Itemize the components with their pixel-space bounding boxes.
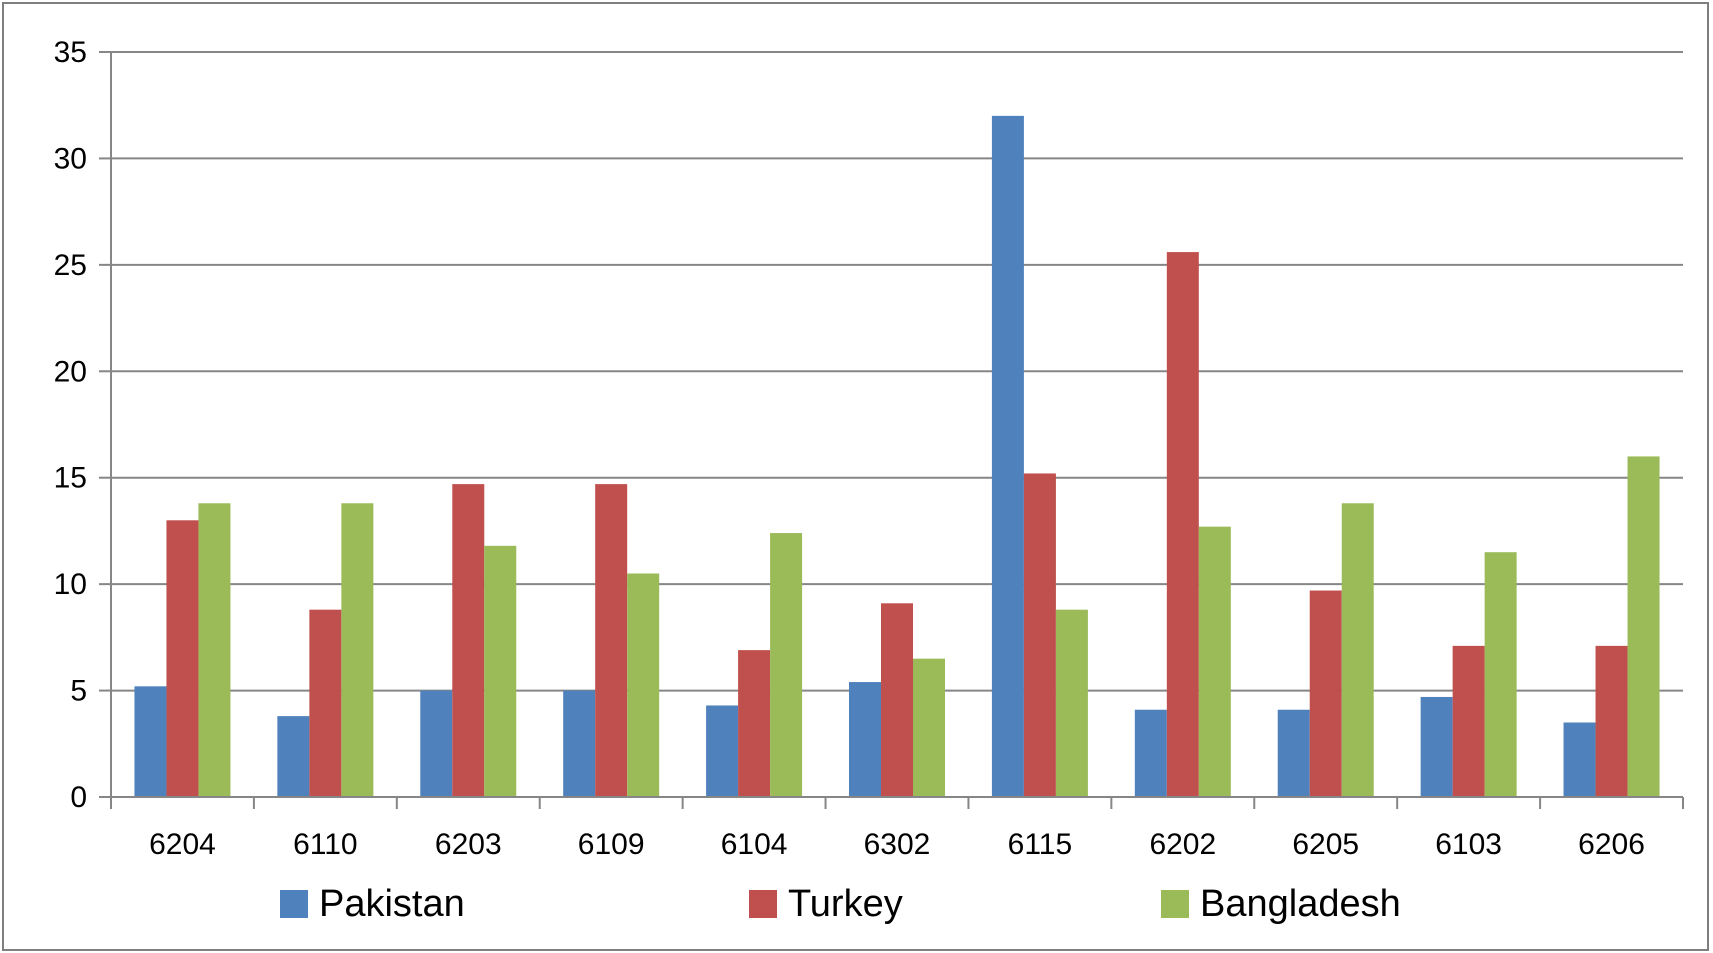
bar-pakistan-6203 (420, 690, 453, 797)
x-tick-label: 6205 (1292, 828, 1359, 861)
x-tick-label: 6109 (578, 828, 645, 861)
bars (134, 115, 1660, 798)
y-tick-label: 35 (54, 36, 87, 69)
x-tick-label: 6104 (721, 828, 788, 861)
bar-pakistan-6109 (563, 690, 596, 797)
bar-pakistan-6110 (277, 716, 310, 797)
y-tick-label: 5 (70, 675, 87, 708)
bar-turkey-6202 (1166, 252, 1199, 798)
bar-bangladesh-6204 (198, 503, 231, 797)
legend-label-pakistan: Pakistan (319, 883, 465, 925)
legend-label-bangladesh: Bangladesh (1200, 883, 1401, 925)
bar-turkey-6115 (1023, 473, 1056, 797)
legend-label-turkey: Turkey (788, 883, 903, 925)
y-tick-label: 25 (54, 249, 87, 282)
bar-pakistan-6202 (1134, 709, 1167, 797)
bar-turkey-6302 (881, 603, 913, 797)
bar-bangladesh-6302 (913, 658, 945, 797)
axes (99, 51, 1684, 809)
x-tick-label: 6204 (149, 828, 216, 861)
legend-swatch-turkey (749, 890, 777, 918)
bar-pakistan-6104 (706, 705, 739, 797)
bar-pakistan-6206 (1563, 722, 1596, 797)
bar-turkey-6104 (738, 650, 771, 797)
bar-bangladesh-6104 (770, 533, 803, 797)
bar-bangladesh-6103 (1484, 552, 1517, 797)
bar-bangladesh-6206 (1627, 456, 1660, 797)
legend-swatch-bangladesh (1161, 890, 1189, 918)
bar-pakistan-6302 (849, 682, 881, 797)
bar-turkey-6205 (1309, 590, 1342, 797)
bar-pakistan-6103 (1420, 696, 1453, 797)
y-tick-label: 10 (54, 568, 87, 601)
x-tick-label: 6110 (293, 828, 358, 861)
legend-swatch-pakistan (280, 890, 308, 918)
tick-labels: 0 5 10 15 20 25 30 35 6204 6110 6203 6109 6104 6302 61… (54, 36, 1645, 861)
x-tick-label: 6202 (1149, 828, 1216, 861)
bar-turkey-6109 (595, 484, 628, 797)
x-tick-label: 6206 (1578, 828, 1645, 861)
bar-bangladesh-6109 (627, 573, 660, 797)
bar-turkey-6110 (309, 609, 342, 797)
bar-turkey-6203 (452, 484, 485, 797)
bar-bangladesh-6115 (1055, 609, 1088, 797)
bar-pakistan-6204 (134, 686, 167, 797)
x-tick-label: 6302 (864, 828, 931, 861)
bar-bangladesh-6202 (1198, 526, 1231, 797)
bar-turkey-6204 (166, 520, 199, 797)
bar-bangladesh-6205 (1341, 503, 1374, 797)
y-tick-label: 30 (54, 142, 87, 175)
x-tick-label: 6103 (1435, 828, 1502, 861)
x-tick-label: 6203 (435, 828, 502, 861)
bar-bangladesh-6203 (484, 545, 517, 797)
bar-turkey-6103 (1452, 645, 1485, 797)
y-tick-label: 0 (70, 781, 87, 814)
y-tick-label: 15 (54, 462, 87, 495)
bar-turkey-6206 (1595, 645, 1628, 797)
bar-pakistan-6205 (1277, 709, 1310, 797)
bar-bangladesh-6110 (341, 503, 374, 797)
legend: Pakistan Turkey Bangladesh (280, 883, 1401, 925)
x-tick-label: 6115 (1008, 828, 1073, 861)
y-tick-label: 20 (54, 355, 87, 388)
bar-pakistan-6115 (991, 115, 1024, 798)
